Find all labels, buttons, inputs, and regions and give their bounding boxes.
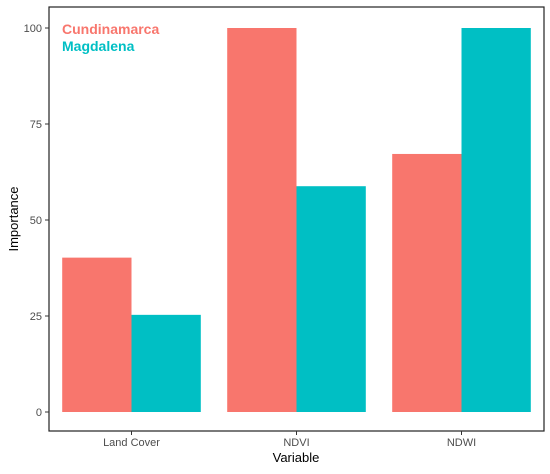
y-tick-label: 0: [36, 407, 42, 419]
y-tick-label: 25: [30, 311, 42, 323]
y-tick-label: 50: [30, 215, 42, 227]
x-axis: Land Cover NDVI NDWI: [103, 431, 476, 449]
bar-magdalena-ndvi: [296, 186, 366, 412]
bar-magdalena-land-cover: [131, 314, 201, 412]
y-tick-label: 75: [30, 119, 42, 131]
bars-group: [62, 28, 531, 412]
y-tick-label: 100: [24, 23, 42, 35]
x-tick-label-ndwi: NDWI: [447, 437, 476, 449]
bar-cundinamarca-ndvi: [227, 28, 297, 412]
bar-cundinamarca-land-cover: [62, 257, 132, 412]
bar-magdalena-ndwi: [461, 28, 531, 412]
legend: Cundinamarca Magdalena: [62, 21, 159, 54]
legend-entry-cundinamarca: Cundinamarca: [62, 21, 159, 37]
y-axis: 0 25 50 75 100: [24, 23, 49, 419]
x-axis-title: Variable: [273, 450, 320, 465]
bar-cundinamarca-ndwi: [392, 153, 462, 412]
y-axis-title: Importance: [6, 186, 21, 251]
x-tick-label-ndvi: NDVI: [283, 437, 309, 449]
x-tick-label-land-cover: Land Cover: [103, 437, 160, 449]
legend-entry-magdalena: Magdalena: [62, 38, 135, 54]
